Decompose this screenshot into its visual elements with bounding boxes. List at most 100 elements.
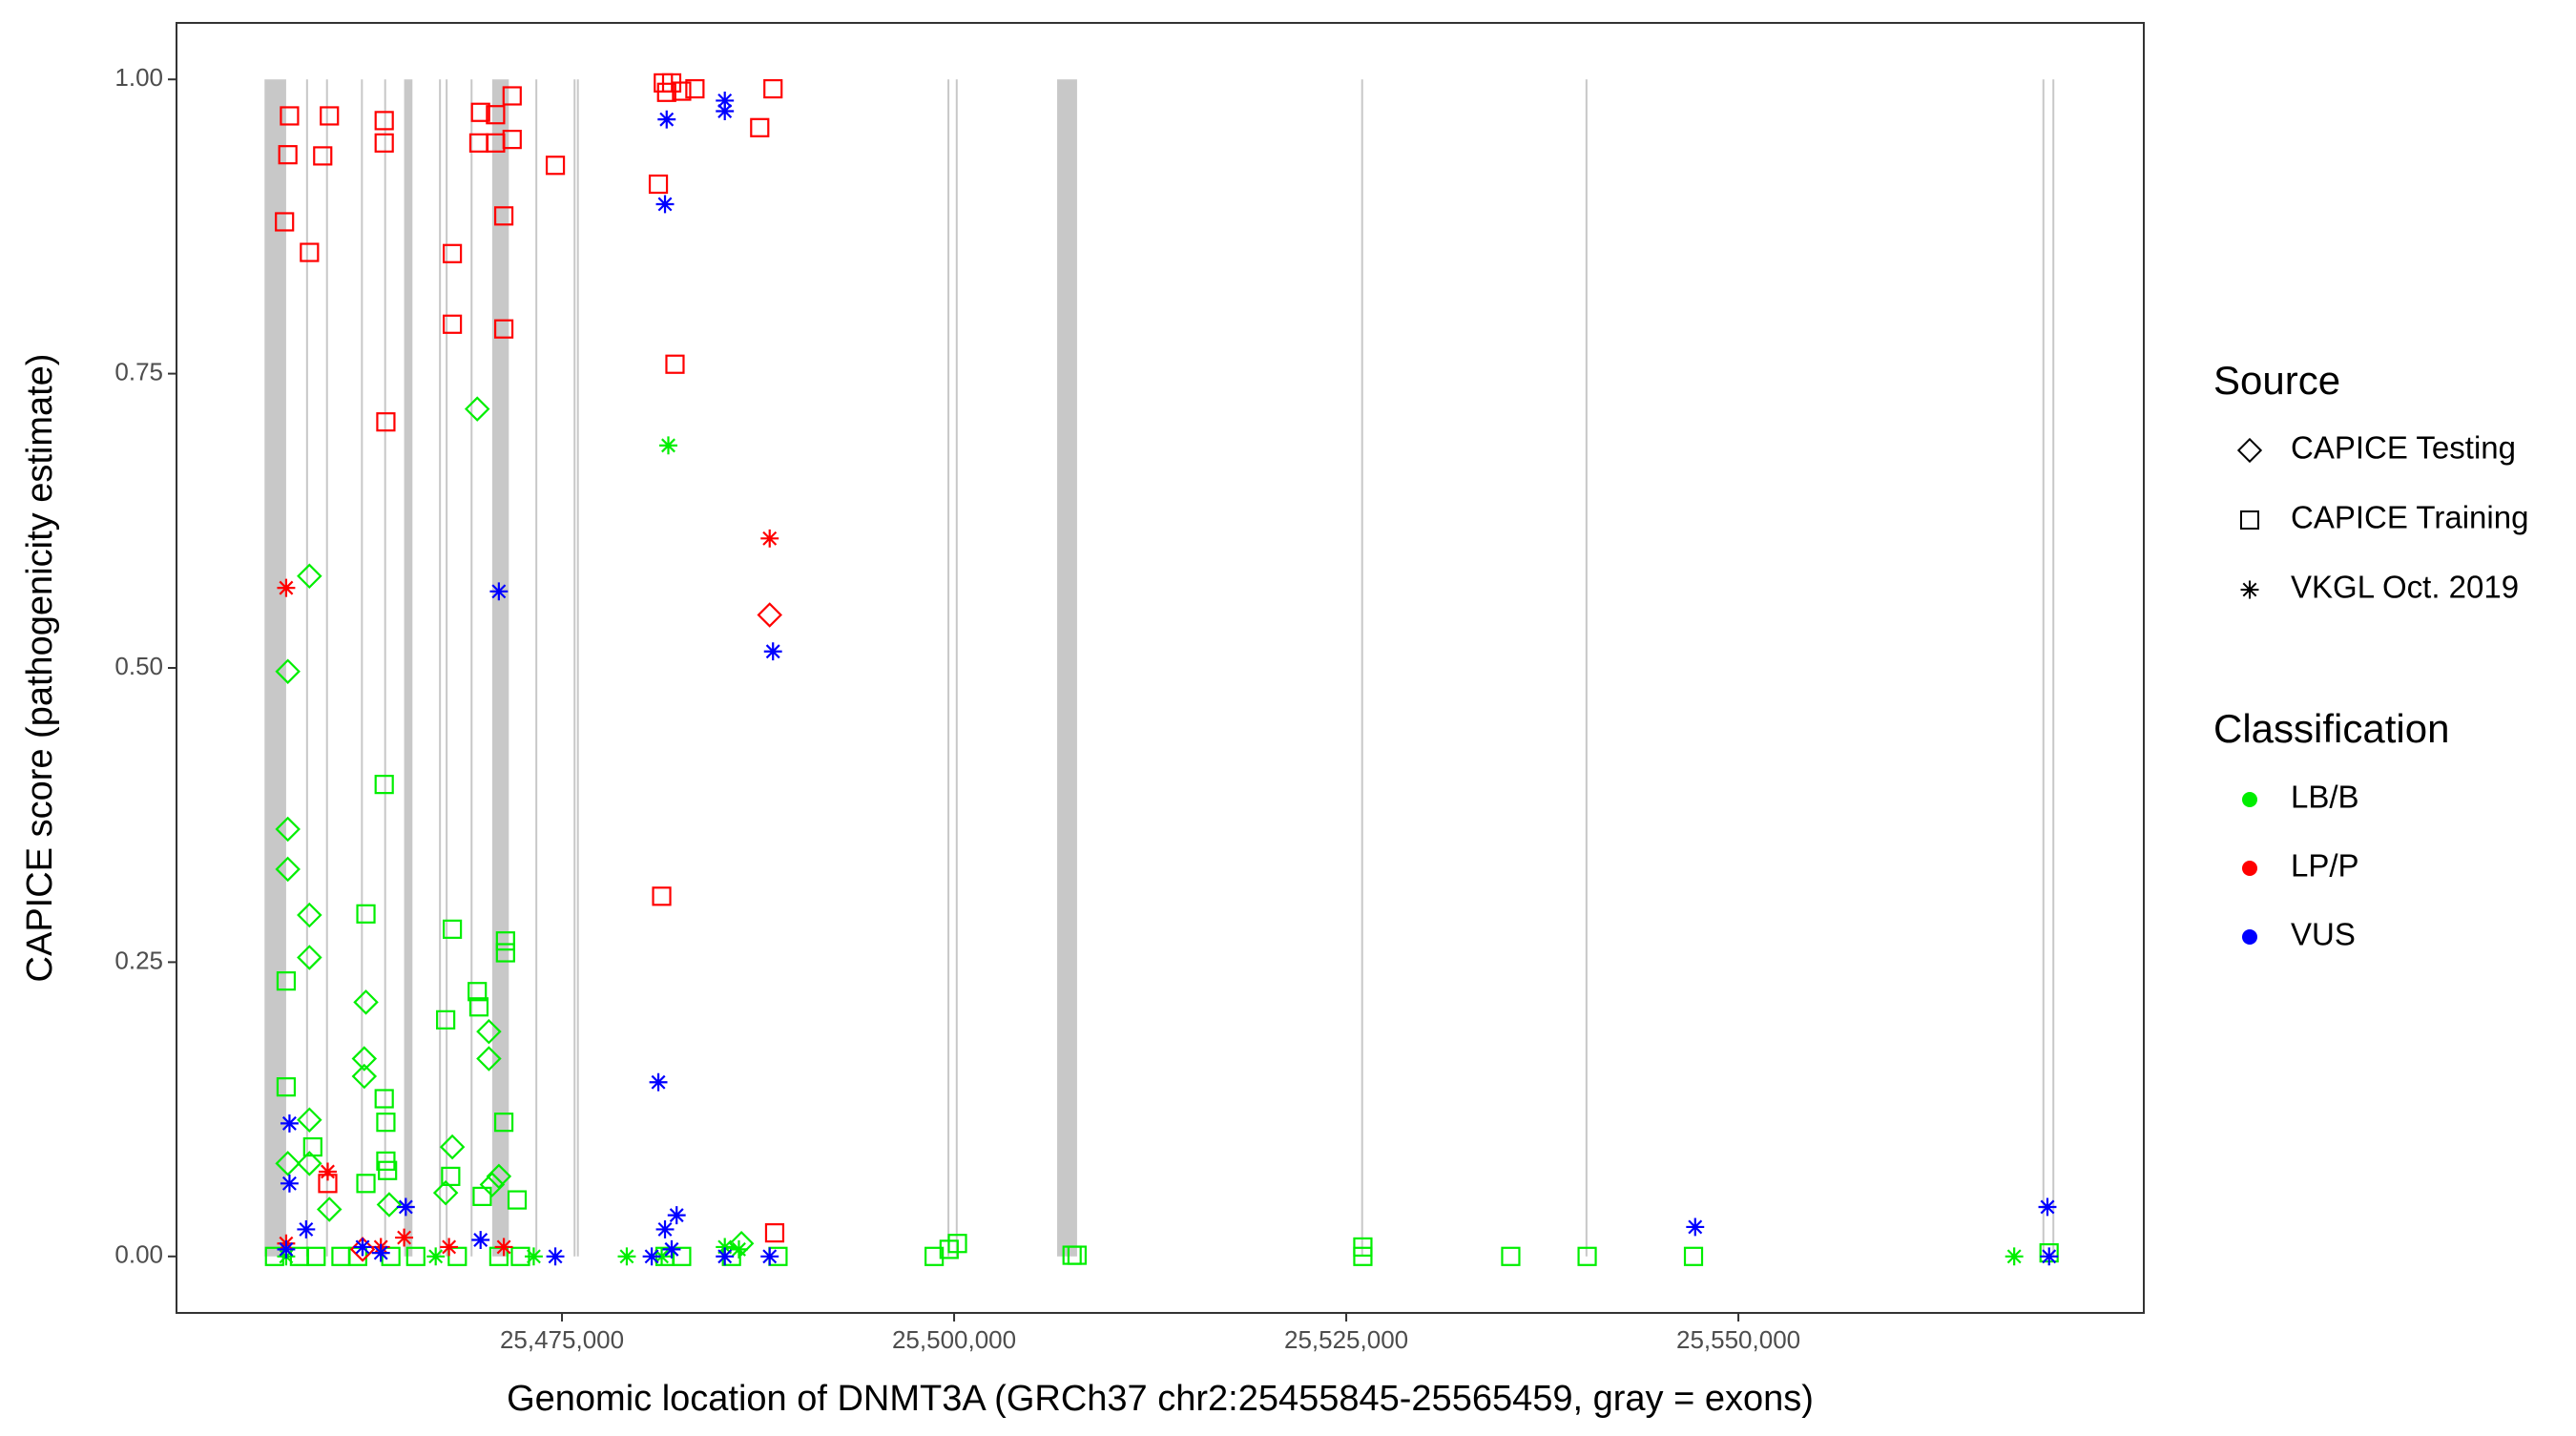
marker-diamond — [439, 1134, 466, 1160]
marker-star — [280, 1113, 299, 1133]
marker-star — [546, 1247, 565, 1266]
marker-square — [374, 133, 394, 153]
marker-square — [764, 1223, 785, 1243]
marker-diamond — [297, 902, 322, 928]
marker-diamond — [275, 658, 301, 684]
marker-star — [277, 1239, 296, 1259]
exon-band — [2052, 79, 2055, 1257]
marker-star — [277, 578, 296, 597]
marker-square — [2240, 510, 2259, 530]
marker-star — [655, 195, 675, 214]
marker-square — [278, 145, 298, 165]
marker-diamond — [476, 1046, 502, 1072]
marker-star — [760, 529, 779, 548]
marker-square — [374, 111, 394, 131]
legend-title: Classification — [2213, 706, 2449, 751]
marker-star — [716, 91, 735, 110]
marker-square — [443, 243, 463, 263]
marker-star — [371, 1243, 390, 1262]
marker-star — [642, 1247, 661, 1266]
marker-diamond — [349, 1237, 376, 1262]
legend-label: VUS — [2291, 917, 2356, 952]
y-axis-title: CAPICE score (pathogenicity estimate) — [20, 354, 60, 983]
marker-star — [763, 642, 782, 661]
marker-square — [374, 775, 394, 795]
exon-band — [325, 79, 328, 1257]
exon-band — [1361, 79, 1363, 1257]
marker-star — [2038, 1197, 2057, 1217]
marker-square — [502, 86, 522, 106]
exon-band — [361, 79, 364, 1257]
marker-square — [1577, 1246, 1597, 1266]
marker-diamond — [353, 989, 379, 1015]
marker-square — [493, 206, 514, 226]
marker-diamond — [297, 563, 322, 590]
marker-square — [313, 146, 333, 166]
marker-diamond — [2236, 437, 2263, 464]
legend-label: CAPICE Training — [2291, 500, 2528, 535]
marker-star — [649, 1072, 668, 1092]
marker-star — [2240, 580, 2259, 599]
exon-band — [384, 79, 386, 1257]
marker-star — [489, 582, 509, 601]
legend-label: LP/P — [2291, 848, 2359, 884]
marker-diamond — [757, 602, 782, 628]
marker-square — [1067, 1245, 1088, 1265]
x-axis-title: Genomic location of DNMT3A (GRCh37 chr2:… — [507, 1379, 1814, 1419]
marker-star — [524, 1247, 543, 1266]
marker-diamond — [297, 1151, 322, 1176]
marker-square — [493, 319, 514, 339]
exon-band — [470, 79, 473, 1257]
x-tick-label: 25,475,000 — [500, 1325, 624, 1354]
marker-square — [468, 133, 489, 153]
marker-square — [381, 1246, 401, 1266]
marker-square — [374, 1089, 394, 1109]
marker-square — [947, 1234, 967, 1254]
exon-band — [491, 79, 509, 1257]
marker-star — [662, 1239, 681, 1259]
y-tick-label: 0.00 — [114, 1240, 163, 1269]
marker-square — [648, 174, 669, 195]
marker-diamond — [316, 1197, 343, 1222]
marker-square — [276, 1077, 297, 1097]
marker-diamond — [275, 816, 301, 843]
marker-diamond — [476, 1018, 502, 1045]
marker-square — [405, 1246, 426, 1266]
marker-square — [656, 82, 676, 102]
exon-band — [1585, 79, 1588, 1257]
marker-diamond — [479, 1172, 506, 1197]
marker-square — [276, 971, 297, 991]
marker-square — [495, 943, 515, 963]
marker-square — [378, 1160, 398, 1180]
marker-square — [502, 130, 522, 150]
marker-star — [659, 436, 677, 455]
exon-band — [947, 79, 950, 1257]
marker-square — [763, 78, 783, 99]
marker-square — [320, 106, 340, 126]
exon-band — [404, 79, 413, 1257]
marker-star — [657, 110, 676, 129]
marker-star — [617, 1247, 636, 1266]
marker-square — [300, 242, 320, 262]
marker-square — [486, 105, 506, 125]
marker-star — [2005, 1247, 2024, 1266]
marker-square — [1683, 1246, 1704, 1266]
marker-star — [1686, 1217, 1705, 1237]
marker-diamond — [351, 1063, 378, 1090]
marker-square — [493, 1113, 514, 1133]
marker-square — [1353, 1246, 1373, 1266]
marker-square — [472, 1186, 492, 1206]
marker-square — [1501, 1246, 1521, 1266]
marker-star — [426, 1247, 446, 1266]
marker-square — [275, 212, 295, 232]
marker-square — [443, 919, 463, 939]
legend-label: VKGL Oct. 2019 — [2291, 570, 2519, 605]
marker-square — [436, 1009, 456, 1030]
marker-square — [495, 931, 515, 951]
marker-square — [356, 904, 376, 924]
legend-label: CAPICE Testing — [2291, 430, 2516, 466]
marker-diamond — [432, 1179, 459, 1206]
marker-square — [441, 1166, 461, 1187]
marker-square — [468, 997, 489, 1017]
